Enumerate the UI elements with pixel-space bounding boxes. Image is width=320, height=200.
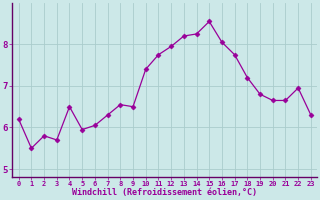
X-axis label: Windchill (Refroidissement éolien,°C): Windchill (Refroidissement éolien,°C) [72, 188, 257, 197]
